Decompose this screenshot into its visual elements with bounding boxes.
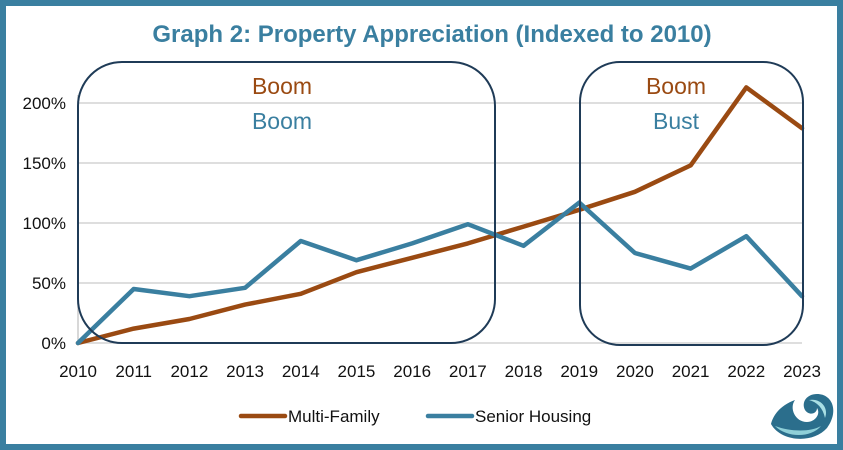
series-lines <box>75 85 805 346</box>
x-tick-label: 2015 <box>338 362 376 381</box>
y-axis-ticks: 0% 50% 100% 150% 200% <box>23 94 66 353</box>
wave-logo-icon <box>771 394 834 439</box>
x-tick-label: 2019 <box>560 362 598 381</box>
legend-label: Senior Housing <box>475 407 591 426</box>
y-tick-label: 0% <box>41 334 66 353</box>
y-tick-label: 100% <box>23 214 66 233</box>
annotation-label: Boom <box>646 73 706 99</box>
x-tick-label: 2014 <box>282 362 320 381</box>
x-tick-label: 2010 <box>59 362 97 381</box>
x-tick-label: 2021 <box>672 362 710 381</box>
x-tick-label: 2022 <box>727 362 765 381</box>
legend-item: Senior Housing <box>425 407 591 426</box>
annotation-box-period-2 <box>579 61 804 346</box>
x-tick-label: 2016 <box>393 362 431 381</box>
x-tick-label: 2013 <box>226 362 264 381</box>
legend-item: Multi-Family <box>238 407 380 426</box>
legend: Multi-Family Senior Housing <box>238 407 591 426</box>
x-tick-label: 2018 <box>505 362 543 381</box>
annotation-boxes: Boom Boom Boom Bust <box>77 61 804 346</box>
series-line-multi-family <box>75 85 805 346</box>
annotation-label: Boom <box>252 108 312 134</box>
annotation-box-period-1 <box>77 61 496 344</box>
x-tick-label: 2023 <box>783 362 821 381</box>
legend-label: Multi-Family <box>288 407 380 426</box>
series-line-senior-housing <box>75 200 805 346</box>
annotation-label: Boom <box>252 73 312 99</box>
y-tick-label: 200% <box>23 94 66 113</box>
x-tick-label: 2011 <box>115 362 152 381</box>
chart-title: Graph 2: Property Appreciation (Indexed … <box>152 21 711 48</box>
x-tick-label: 2012 <box>170 362 208 381</box>
y-tick-label: 50% <box>32 274 66 293</box>
x-tick-label: 2020 <box>616 362 654 381</box>
x-tick-label: 2017 <box>449 362 487 381</box>
annotation-label: Bust <box>653 108 700 134</box>
x-axis-ticks: 2010 2011 2012 2013 2014 2015 2016 2017 2018 2019… <box>59 362 821 381</box>
y-tick-label: 150% <box>23 154 66 173</box>
